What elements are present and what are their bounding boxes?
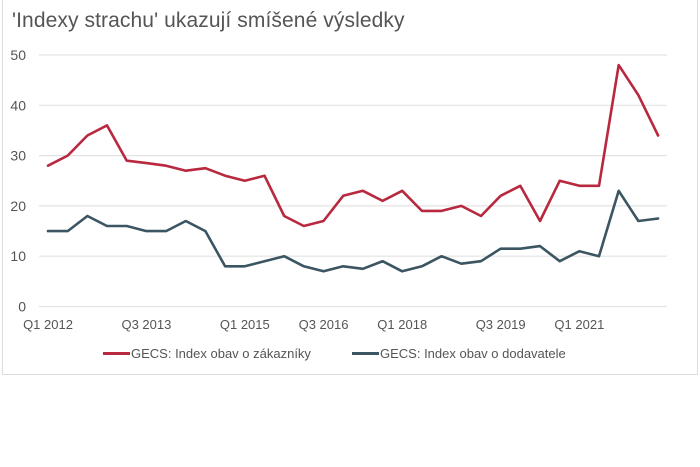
y-axis-tick-labels: 0 10 20 30 40 50 [10, 47, 26, 315]
gridlines [39, 54, 667, 308]
series-line-customers [46, 63, 660, 228]
chart-title: 'Indexy strachu' ukazují smíšené výsledk… [12, 9, 405, 32]
y-tick-label: 0 [18, 299, 26, 315]
legend-swatch-customers [103, 352, 130, 355]
legend-swatch-suppliers [352, 352, 379, 355]
x-tick-label: Q1 2012 [23, 317, 73, 332]
x-axis-tick-labels: Q1 2012 Q3 2013 Q1 2015 Q3 2016 Q1 2018 Q3 20… [23, 317, 604, 332]
chart-legend: GECS: Index obav o zákazníky GECS: Index… [0, 346, 700, 366]
x-tick-label: Q3 2013 [121, 317, 171, 332]
y-tick-label: 20 [10, 198, 26, 214]
x-tick-label: Q1 2015 [220, 317, 270, 332]
legend-label-suppliers: GECS: Index obav o dodavatele [380, 346, 566, 361]
series-line-suppliers [46, 189, 660, 273]
y-tick-label: 30 [10, 148, 26, 164]
legend-label-customers: GECS: Index obav o zákazníky [131, 346, 311, 361]
x-tick-label: Q3 2016 [299, 317, 349, 332]
y-tick-label: 50 [10, 47, 26, 63]
legend-item-customers: GECS: Index obav o zákazníky [103, 346, 311, 361]
x-tick-label: Q3 2019 [476, 317, 526, 332]
y-tick-label: 40 [10, 97, 26, 113]
x-tick-label: Q1 2021 [554, 317, 604, 332]
x-tick-label: Q1 2018 [377, 317, 427, 332]
legend-item-suppliers: GECS: Index obav o dodavatele [352, 346, 566, 361]
chart-frame [2, 0, 698, 375]
y-tick-label: 10 [10, 248, 26, 264]
